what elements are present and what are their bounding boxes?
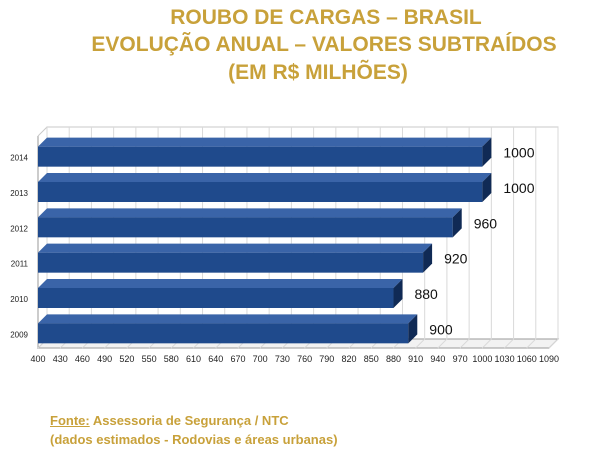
chart-title-line-1: ROUBO DE CARGAS – BRASIL (170, 6, 482, 29)
x-tick-label: 700 (253, 354, 268, 364)
source-label: Fonte: (50, 413, 90, 428)
x-tick-label: 670 (230, 354, 245, 364)
floor-gridline (526, 338, 537, 349)
x-tick-label: 730 (275, 354, 290, 364)
y-tick-label: 2011 (11, 260, 29, 269)
source-note: (dados estimados - Rodovias e áreas urba… (50, 432, 338, 447)
bar-end-face (452, 208, 462, 238)
bar (38, 288, 394, 308)
x-tick-label: 910 (408, 354, 423, 364)
x-tick-label: 610 (186, 354, 201, 364)
chart-top-left-edge (37, 126, 48, 137)
data-label: 1000 (503, 145, 534, 161)
x-tick-label: 430 (53, 354, 68, 364)
x-tick-label: 400 (30, 354, 45, 364)
bar-top-face (38, 243, 433, 253)
x-tick-label: 490 (97, 354, 112, 364)
x-tick-label: 760 (297, 354, 312, 364)
chart-title-line-2: EVOLUÇÃO ANUAL – VALORES SUBTRAÍDOS (91, 33, 557, 56)
floor-gridline (459, 338, 470, 349)
bar-end-face (482, 173, 492, 202)
bar (38, 323, 409, 344)
bar (38, 182, 483, 202)
x-tick-label: 640 (208, 354, 223, 364)
bar-end-face (482, 137, 492, 167)
x-tick-label: 880 (386, 354, 401, 364)
bar-top-face (38, 137, 492, 147)
bar-top-face (38, 279, 403, 288)
data-label: 960 (474, 215, 498, 231)
y-tick-label: 2009 (10, 330, 28, 339)
data-label: 920 (444, 251, 468, 267)
bar-end-face (393, 279, 403, 308)
floor-gridline (437, 338, 448, 349)
x-tick-label: 1090 (539, 354, 559, 364)
x-tick-label: 970 (453, 354, 468, 364)
x-tick-label: 580 (164, 354, 179, 364)
source-line: Fonte: Assessoria de Segurança / NTC (50, 413, 289, 429)
x-tick-label: 790 (319, 354, 334, 364)
y-tick-label: 2013 (10, 189, 28, 198)
bar-top-face (38, 314, 418, 324)
floor-gridline (481, 338, 492, 349)
bar-end-face (408, 314, 418, 344)
floor-gridline (548, 338, 559, 349)
x-tick-label: 850 (364, 354, 379, 364)
x-tick-label: 1000 (472, 354, 492, 364)
x-tick-label: 460 (75, 354, 90, 364)
data-label: 1000 (503, 180, 534, 196)
chart-title-line-3: (EM R$ MILHÕES) (228, 61, 408, 84)
data-label: 880 (414, 286, 438, 302)
data-label: 900 (429, 321, 453, 337)
x-tick-label: 820 (342, 354, 357, 364)
bar-top-face (38, 173, 492, 182)
bar (38, 217, 453, 238)
y-tick-label: 2010 (10, 295, 28, 304)
bar (38, 252, 424, 273)
source-text: Assessoria de Segurança / NTC (89, 413, 289, 428)
x-tick-label: 940 (430, 354, 445, 364)
x-tick-label: 520 (119, 354, 134, 364)
y-tick-label: 2012 (10, 224, 28, 233)
x-tick-label: 1060 (517, 354, 537, 364)
bar-top-face (38, 208, 462, 218)
y-tick-label: 2014 (10, 154, 28, 163)
bar (38, 146, 483, 167)
bar-end-face (423, 243, 433, 273)
x-tick-label: 550 (142, 354, 157, 364)
floor-gridline (415, 338, 426, 349)
x-tick-label: 1030 (495, 354, 515, 364)
floor-gridline (504, 338, 514, 349)
